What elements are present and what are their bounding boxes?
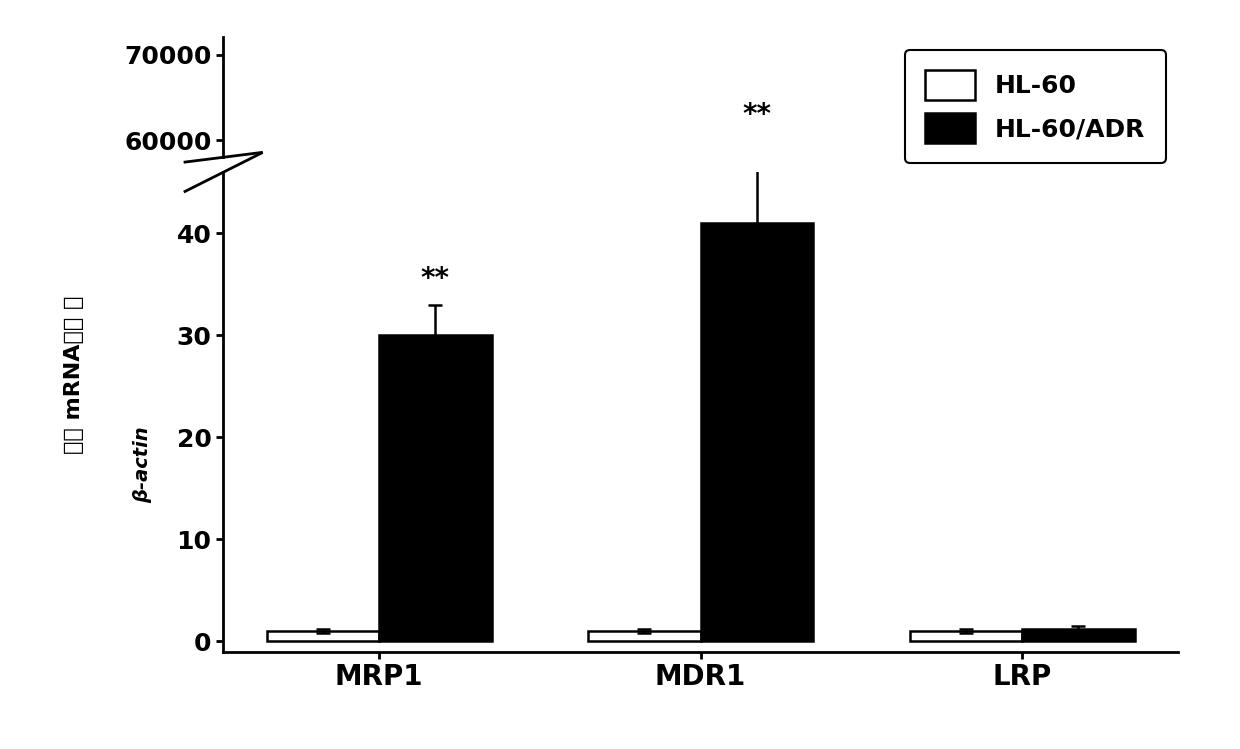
Bar bbox=[701, 223, 813, 641]
Bar bbox=[267, 631, 379, 641]
Legend: HL-60, HL-60/ADR: HL-60, HL-60/ADR bbox=[905, 50, 1166, 163]
Bar bbox=[379, 336, 491, 641]
Text: **: ** bbox=[743, 101, 771, 130]
Bar bbox=[910, 631, 1022, 641]
Bar bbox=[1022, 629, 1135, 641]
Bar bbox=[588, 631, 701, 641]
Text: β-actin: β-actin bbox=[133, 426, 153, 503]
Text: **: ** bbox=[420, 264, 450, 293]
Text: 相关 mRNA水平 对: 相关 mRNA水平 对 bbox=[64, 295, 84, 454]
